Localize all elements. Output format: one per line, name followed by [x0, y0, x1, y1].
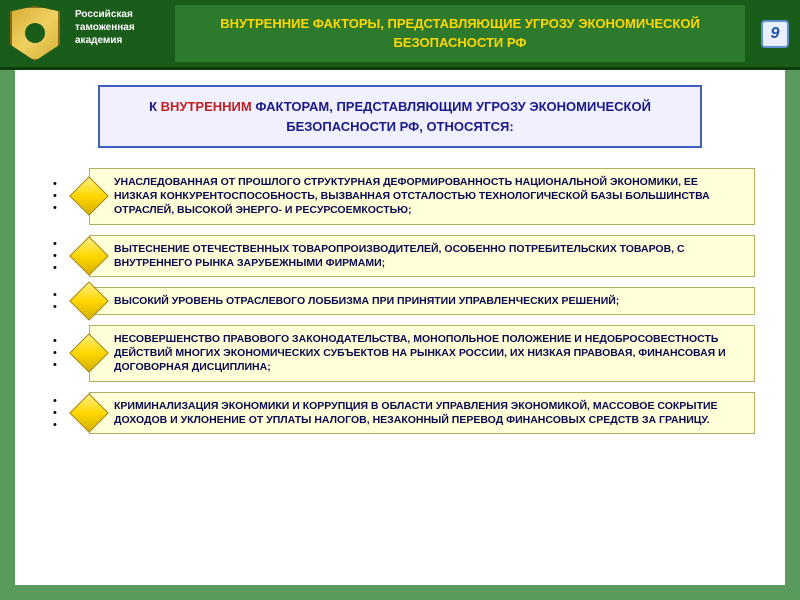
subtitle-suffix: ФАКТОРАМ, ПРЕДСТАВЛЯЮЩИМ УГРОЗУ ЭКОНОМИЧ… — [252, 99, 651, 134]
bullet-marks: ••• — [53, 335, 57, 371]
slide-title: ВНУТРЕННИЕ ФАКТОРЫ, ПРЕДСТАВЛЯЮЩИЕ УГРОЗ… — [185, 15, 735, 51]
emblem-icon — [10, 6, 60, 61]
factor-item: ••• НЕСОВЕРШЕНСТВО ПРАВОВОГО ЗАКОНОДАТЕЛ… — [75, 325, 755, 382]
slide-number: 9 — [761, 20, 789, 48]
factor-text: ВЫСОКИЙ УРОВЕНЬ ОТРАСЛЕВОГО ЛОББИЗМА ПРИ… — [89, 287, 755, 315]
bullet-marks: ••• — [53, 238, 57, 274]
factor-item: ••• ВЫТЕСНЕНИЕ ОТЕЧЕСТВЕННЫХ ТОВАРОПРОИЗ… — [75, 235, 755, 277]
logo-section — [0, 0, 70, 67]
subtitle-prefix: К — [149, 99, 161, 114]
content-area: К ВНУТРЕННИМ ФАКТОРАМ, ПРЕДСТАВЛЯЮЩИМ УГ… — [0, 70, 800, 600]
factor-item: •• ВЫСОКИЙ УРОВЕНЬ ОТРАСЛЕВОГО ЛОББИЗМА … — [75, 287, 755, 315]
subtitle-box: К ВНУТРЕННИМ ФАКТОРАМ, ПРЕДСТАВЛЯЮЩИМ УГ… — [98, 85, 702, 148]
factor-list: ••• УНАСЛЕДОВАННАЯ ОТ ПРОШЛОГО СТРУКТУРН… — [45, 168, 755, 434]
factor-text: УНАСЛЕДОВАННАЯ ОТ ПРОШЛОГО СТРУКТУРНАЯ Д… — [89, 168, 755, 225]
header: Российская таможенная академия ВНУТРЕННИ… — [0, 0, 800, 70]
factor-text: НЕСОВЕРШЕНСТВО ПРАВОВОГО ЗАКОНОДАТЕЛЬСТВ… — [89, 325, 755, 382]
factor-item: ••• КРИМИНАЛИЗАЦИЯ ЭКОНОМИКИ И КОРРУПЦИЯ… — [75, 392, 755, 434]
institution-label: Российская таможенная академия — [70, 0, 170, 67]
bullet-marks: ••• — [53, 395, 57, 431]
subtitle-text: К ВНУТРЕННИМ ФАКТОРАМ, ПРЕДСТАВЛЯЮЩИМ УГ… — [130, 97, 670, 136]
slide-number-container: 9 — [750, 0, 800, 67]
bullet-marks: •• — [53, 289, 57, 313]
factor-text: ВЫТЕСНЕНИЕ ОТЕЧЕСТВЕННЫХ ТОВАРОПРОИЗВОДИ… — [89, 235, 755, 277]
bullet-marks: ••• — [53, 178, 57, 214]
factor-text: КРИМИНАЛИЗАЦИЯ ЭКОНОМИКИ И КОРРУПЦИЯ В О… — [89, 392, 755, 434]
factor-item: ••• УНАСЛЕДОВАННАЯ ОТ ПРОШЛОГО СТРУКТУРН… — [75, 168, 755, 225]
title-block: ВНУТРЕННИЕ ФАКТОРЫ, ПРЕДСТАВЛЯЮЩИЕ УГРОЗ… — [170, 0, 750, 67]
subtitle-emphasis: ВНУТРЕННИМ — [161, 99, 252, 114]
